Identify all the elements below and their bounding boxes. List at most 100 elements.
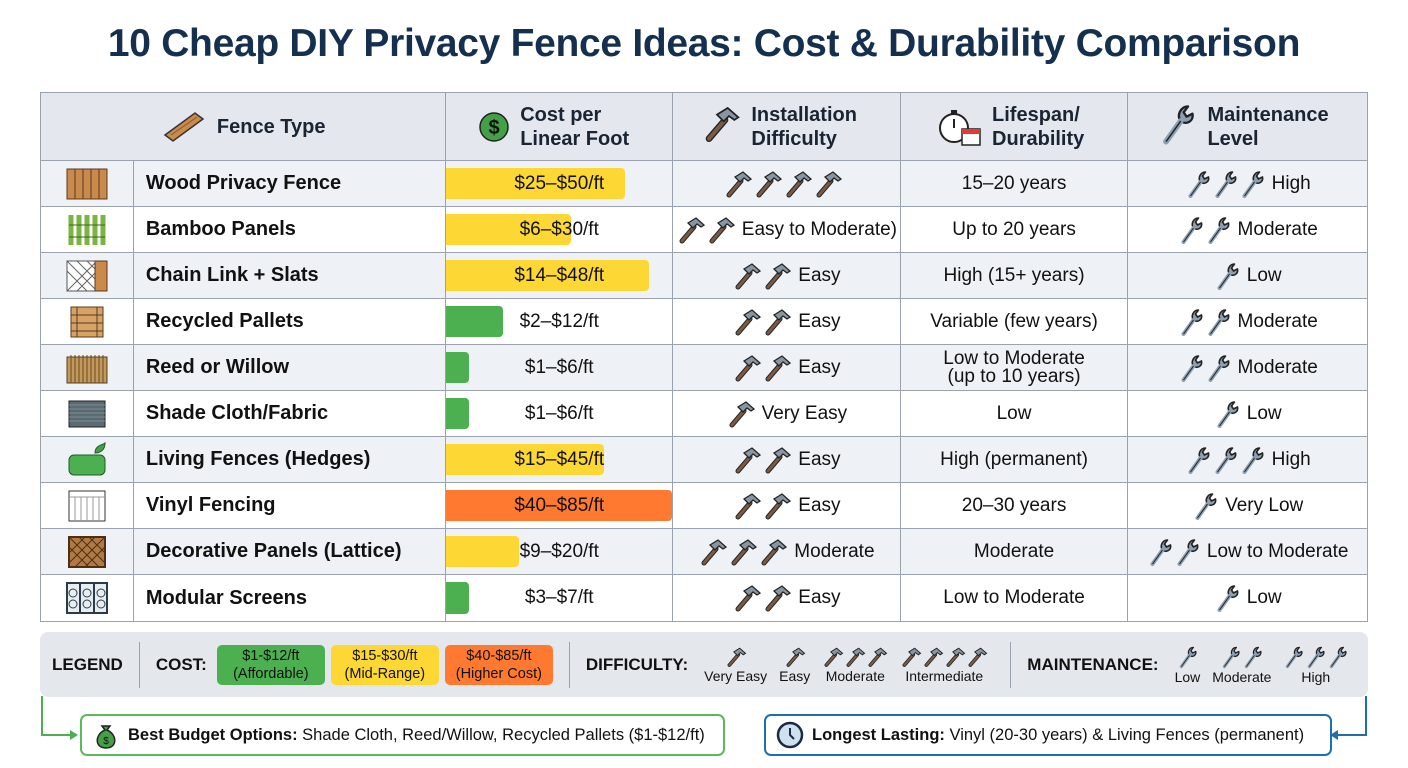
- fence-name: Vinyl Fencing: [134, 483, 447, 528]
- header-fence-type: Fence Type: [41, 93, 447, 160]
- legend-maintenance-item: Low: [1175, 645, 1200, 685]
- hammer-icon: [946, 647, 966, 667]
- wrench-icon: [1242, 446, 1264, 474]
- maintenance-label: Low: [1246, 587, 1282, 608]
- difficulty-label: Easy: [798, 310, 841, 332]
- wrench-icon: [1223, 646, 1240, 668]
- lifespan-cell: Variable (few years): [901, 299, 1129, 344]
- hammer-icon: [756, 170, 783, 197]
- hammer-icon: [846, 647, 866, 667]
- legend-title: LEGEND: [52, 654, 123, 674]
- cost-value: $25–$50/ft: [514, 172, 605, 194]
- wood-fence-icon: [66, 168, 108, 199]
- hammer-icon: [765, 585, 792, 612]
- legend-difficulty-label: DIFFICULTY:: [585, 654, 689, 674]
- maintenance-label: Low to Moderate: [1206, 540, 1349, 562]
- cost-cell: $3–$7/ft: [446, 575, 674, 621]
- lifespan-cell: High (permanent): [901, 437, 1129, 482]
- table-row: Recycled Pallets $2–$12/ft Easy Variable…: [41, 299, 1367, 345]
- cost-bar: [446, 582, 469, 614]
- hammer-icon: [765, 308, 792, 335]
- cost-value: $2–$12/ft: [519, 310, 599, 332]
- difficulty-cell: [673, 161, 901, 206]
- cost-bar: [446, 444, 605, 475]
- difficulty-label: Very Easy: [761, 402, 848, 424]
- plank-icon: [163, 111, 205, 142]
- legend-maintenance-label: MAINTENANCE:: [1027, 654, 1159, 674]
- table-row: Decorative Panels (Lattice) $9–$20/ft Mo…: [41, 529, 1367, 575]
- maintenance-cell: Moderate: [1128, 345, 1367, 390]
- table-row: Shade Cloth/Fabric $1–$6/ft Very Easy Lo…: [41, 391, 1367, 437]
- callout-title: Best Budget Options:: [128, 725, 298, 744]
- hammer-icon: [786, 170, 813, 197]
- lifespan-value: Up to 20 years: [952, 218, 1076, 240]
- cost-bar: [446, 398, 469, 429]
- cost-value: $9–$20/ft: [519, 540, 599, 562]
- bamboo-fence-icon: [68, 214, 106, 245]
- difficulty-cell: Very Easy: [673, 391, 901, 436]
- fence-name: Living Fences (Hedges): [134, 437, 447, 482]
- cost-bar: [446, 352, 469, 383]
- cost-cell: $9–$20/ft: [446, 529, 674, 574]
- hammer-icon: [761, 538, 788, 565]
- hammer-icon: [765, 354, 792, 381]
- hammer-icon: [735, 308, 762, 335]
- cost-cell: $1–$6/ft: [446, 391, 674, 436]
- chain-fence-icon: [66, 260, 108, 291]
- connector-arrows: [41, 696, 1367, 740]
- callout-text: Vinyl (20-30 years) & Living Fences (per…: [944, 725, 1305, 744]
- header-label: Maintenance Level: [1207, 103, 1329, 150]
- hammer-icon: [701, 538, 728, 565]
- maintenance-label: Low: [1246, 264, 1282, 286]
- svg-text:$: $: [103, 736, 109, 747]
- callout-text: Shade Cloth, Reed/Willow, Recycled Palle…: [297, 725, 705, 744]
- legend-cost-label: COST:: [155, 654, 207, 674]
- table-row: Chain Link + Slats $14–$48/ft Easy High …: [41, 253, 1367, 299]
- maintenance-cell: Low: [1128, 253, 1367, 298]
- lifespan-cell: 15–20 years: [901, 161, 1129, 206]
- hammer-icon: [765, 262, 792, 289]
- table-header: Fence Type $ Cost per Linear Foot Instal…: [41, 93, 1367, 161]
- cost-bar: [446, 214, 571, 245]
- chip-label: (Higher Cost): [455, 665, 542, 682]
- vinyl-fence-icon: [68, 490, 106, 521]
- clock-icon: [776, 721, 804, 749]
- table-row: Modular Screens $3–$7/ft Easy Low to Mod…: [41, 575, 1367, 621]
- lifespan-value: Low: [996, 402, 1032, 424]
- cost-value: $1–$6/ft: [524, 402, 594, 424]
- header-difficulty: Installation Difficulty: [673, 93, 901, 160]
- maintenance-cell: High: [1128, 437, 1367, 482]
- maintenance-cell: Very Low: [1128, 483, 1367, 528]
- fence-name: Bamboo Panels: [134, 207, 447, 252]
- chip-range: $15-$30/ft: [352, 647, 418, 664]
- header-lifespan: Lifespan/ Durability: [901, 93, 1129, 160]
- cost-cell: $2–$12/ft: [446, 299, 674, 344]
- legend-difficulty-item: Very Easy: [704, 646, 767, 684]
- cost-cell: $15–$45/ft: [446, 437, 674, 482]
- hammer-icon: [735, 354, 762, 381]
- hammer-icon: [902, 647, 922, 667]
- lifespan-cell: Low to Moderate (up to 10 years): [901, 345, 1129, 390]
- fence-thumbnail: [41, 437, 134, 482]
- difficulty-cell: Easy: [673, 437, 901, 482]
- maintenance-label: Moderate: [1237, 310, 1318, 332]
- legend-item-label: Moderate: [825, 667, 885, 684]
- difficulty-cell: Easy to Moderate): [673, 207, 901, 252]
- wrench-icon: [1150, 538, 1172, 566]
- hammer-icon: [924, 647, 944, 667]
- cost-bar: [446, 306, 503, 337]
- wrench-icon: [1181, 216, 1202, 244]
- maintenance-cell: Moderate: [1128, 207, 1367, 252]
- lifespan-value: Low to Moderate (up to 10 years): [943, 347, 1085, 387]
- table-row: Wood Privacy Fence $25–$50/ft 15–20 year…: [41, 161, 1367, 207]
- hammer-icon: [701, 104, 741, 150]
- fence-name: Chain Link + Slats: [134, 253, 447, 298]
- difficulty-label: Easy: [798, 587, 841, 608]
- legend-difficulty-item: Intermediate: [900, 646, 988, 684]
- wrench-icon: [1177, 538, 1199, 566]
- wrench-icon: [1188, 170, 1210, 198]
- lifespan-cell: Low to Moderate: [901, 575, 1129, 621]
- fence-thumbnail: [41, 575, 134, 621]
- wrench-icon: [1329, 646, 1347, 668]
- wrench-icon: [1208, 308, 1229, 336]
